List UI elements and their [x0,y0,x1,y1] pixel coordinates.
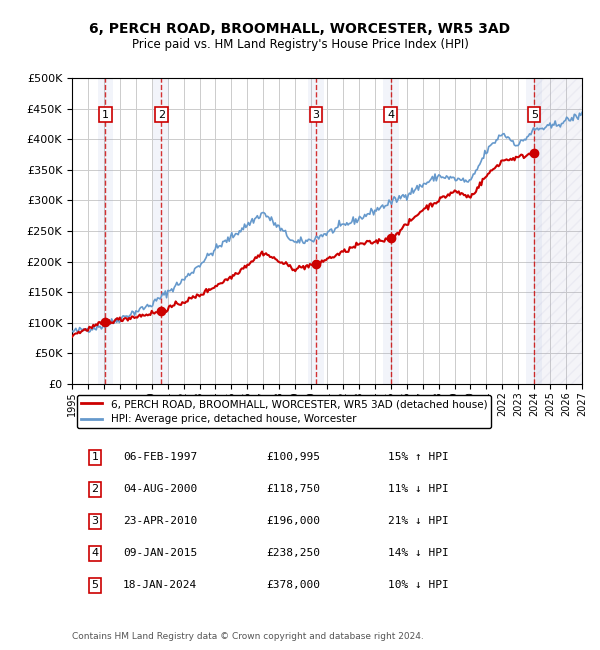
Text: 4: 4 [91,549,98,558]
Text: 09-JAN-2015: 09-JAN-2015 [123,549,197,558]
Bar [383,78,399,384]
Text: £100,995: £100,995 [266,452,320,462]
Text: 21% ↓ HPI: 21% ↓ HPI [388,516,449,526]
Text: 10% ↓ HPI: 10% ↓ HPI [388,580,449,590]
Text: £118,750: £118,750 [266,484,320,495]
Text: 04-AUG-2000: 04-AUG-2000 [123,484,197,495]
Text: 3: 3 [91,516,98,526]
Text: 2: 2 [158,110,165,120]
Text: 5: 5 [530,110,538,120]
Text: 18-JAN-2024: 18-JAN-2024 [123,580,197,590]
Text: Contains HM Land Registry data © Crown copyright and database right 2024.: Contains HM Land Registry data © Crown c… [72,632,424,641]
Text: 1: 1 [102,110,109,120]
Text: 3: 3 [313,110,319,120]
Text: Price paid vs. HM Land Registry's House Price Index (HPI): Price paid vs. HM Land Registry's House … [131,38,469,51]
Text: 23-APR-2010: 23-APR-2010 [123,516,197,526]
Bar [526,78,542,384]
Text: 06-FEB-1997: 06-FEB-1997 [123,452,197,462]
Bar [97,78,113,384]
Text: 2: 2 [91,484,98,495]
Text: 15% ↑ HPI: 15% ↑ HPI [388,452,449,462]
Text: £238,250: £238,250 [266,549,320,558]
Bar [308,78,324,384]
Text: £378,000: £378,000 [266,580,320,590]
Text: 5: 5 [91,580,98,590]
Text: 4: 4 [387,110,394,120]
Text: 6, PERCH ROAD, BROOMHALL, WORCESTER, WR5 3AD: 6, PERCH ROAD, BROOMHALL, WORCESTER, WR5… [89,22,511,36]
Text: 11% ↓ HPI: 11% ↓ HPI [388,484,449,495]
Bar [153,78,169,384]
Legend: 6, PERCH ROAD, BROOMHALL, WORCESTER, WR5 3AD (detached house), HPI: Average pric: 6, PERCH ROAD, BROOMHALL, WORCESTER, WR5… [77,395,491,428]
Text: £196,000: £196,000 [266,516,320,526]
Bar [536,78,582,384]
Text: 14% ↓ HPI: 14% ↓ HPI [388,549,449,558]
Text: 1: 1 [91,452,98,462]
